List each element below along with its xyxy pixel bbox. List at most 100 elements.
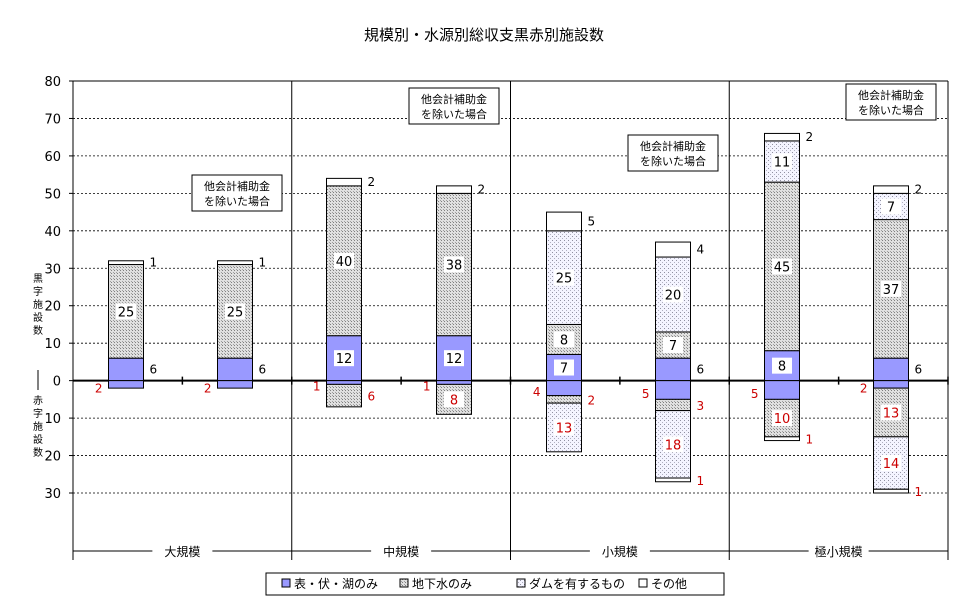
bar-segment-red-other [764,436,800,442]
bar-segment-red-surface [546,380,582,397]
data-label-bg [772,258,792,275]
data-label-red: 1 [915,485,923,499]
group-label-bg [589,543,650,559]
y-tick-label: 60 [44,150,61,165]
group-label: 小規模 [602,544,638,559]
data-label: 4 [697,243,705,257]
bar-segment-other [764,132,800,142]
legend-swatch-ground [399,578,409,588]
bar-segment-red-surface [217,380,253,389]
data-label-bg [444,350,464,367]
data-label-bg [554,419,574,436]
bar-segment-other [546,211,582,232]
data-label: 7 [669,339,677,354]
data-label-bg [663,286,683,303]
data-label: 20 [665,288,682,303]
bar-segment-red-other [655,477,691,483]
data-label-bg [663,337,683,354]
annotation-text: 他会計補助金 [858,88,924,102]
legend-swatch-other [638,578,648,588]
y-axis-title-red: 赤 [33,395,43,407]
data-label-red: 2 [588,393,596,407]
y-axis-title-red: 施 [33,420,43,433]
bar-segment-surface [873,357,909,382]
data-label-red: 14 [883,457,900,472]
y-tick-label: 20 [44,300,61,315]
annotation-text: を除いた場合 [858,103,924,117]
group-label-bg [808,543,869,559]
data-label-bg [554,331,574,348]
data-label-red: 3 [697,399,705,413]
data-label-red: 4 [533,385,541,399]
data-label-red: 1 [697,474,705,488]
data-label-red: 13 [556,421,573,436]
data-label: 25 [227,305,244,320]
chart-title: 規模別・水源別総収支黒赤別施設数 [364,26,604,44]
bar-segment-red-surface [108,380,144,389]
data-label-red: 8 [450,393,458,408]
bar-segment-other [326,177,362,187]
bar-segment-red-surface [873,380,909,389]
bar-segment-red-other [873,488,909,494]
annotation-text: を除いた場合 [421,107,487,121]
data-label: 25 [118,305,135,320]
legend-label: その他 [651,577,687,591]
group-label: 中規模 [383,544,419,559]
data-label-red: 10 [774,412,791,427]
data-label-bg [881,455,901,472]
annotation-text: を除いた場合 [204,194,270,208]
group-label-bg [371,543,432,559]
data-label-red: 1 [423,380,431,394]
data-label: 6 [697,362,705,376]
bar-segment-other [873,185,909,194]
data-label-red: 1 [806,433,814,447]
data-label: 7 [887,200,895,215]
annotation-box [408,87,500,125]
data-label-red: 2 [204,381,212,395]
data-label: 37 [883,283,900,298]
y-tick-label: 70 [44,112,61,127]
data-label: 7 [560,362,568,377]
data-label-bg [116,303,136,320]
y-axis-title-black: 字 [33,285,43,298]
bar-segment-surface [655,357,691,382]
y-axis-title-red: 設 [33,433,43,446]
data-label-bg [334,252,354,269]
data-label: 6 [259,362,267,376]
bar-segment-red-surface [764,380,800,400]
data-label: 6 [150,362,158,376]
data-label-bg [444,391,464,408]
data-label-red: 1 [313,380,321,394]
y-axis-title-black: 施 [33,298,43,311]
group-label: 大規模 [164,544,200,559]
data-label: 2 [478,183,486,197]
legend-label: 表・伏・湖のみ [294,576,378,591]
bar-segment-red-surface [326,380,362,385]
data-label: 8 [778,360,786,375]
bar-segment-red-ground [655,398,691,412]
data-label: 12 [336,352,353,367]
group-label: 極小規模 [815,544,863,559]
bar-segment-red-surface [655,380,691,400]
y-tick-label: 0 [53,375,61,390]
annotation-text: 他会計補助金 [640,139,706,153]
data-label-bg [772,357,792,374]
data-label-red: 5 [751,387,759,401]
y-tick-label: 20 [44,450,61,465]
data-label-bg [772,153,792,170]
data-label-bg [881,404,901,421]
data-label: 1 [259,256,267,270]
legend-swatch-dam [516,578,526,588]
data-label: 12 [446,352,463,367]
y-tick-label: 50 [44,187,61,202]
data-label: 11 [774,156,791,171]
annotation-box [845,83,937,121]
data-label: 45 [774,260,791,275]
data-label-bg [334,350,354,367]
y-tick-label: 30 [44,262,61,277]
bar-segment-other [217,260,253,266]
bar-segment-red-ground [326,383,362,408]
data-label: 8 [560,333,568,348]
data-label-bg [225,303,245,320]
